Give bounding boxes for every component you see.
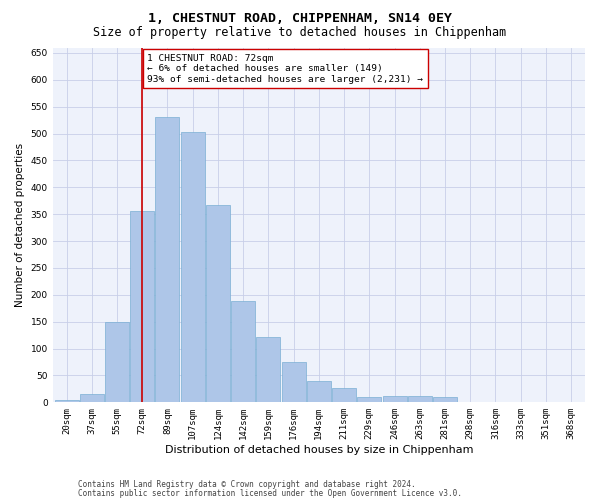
Bar [181,132,205,402]
Bar [408,396,432,402]
Text: Contains HM Land Registry data © Crown copyright and database right 2024.: Contains HM Land Registry data © Crown c… [78,480,416,489]
Text: Size of property relative to detached houses in Chippenham: Size of property relative to detached ho… [94,26,506,39]
Bar [256,336,280,402]
Bar [433,397,457,402]
Bar [231,302,255,402]
Y-axis label: Number of detached properties: Number of detached properties [15,143,25,307]
Bar [206,205,230,402]
Bar [130,212,154,402]
Bar [155,118,179,403]
Bar [55,400,79,402]
Bar [105,322,129,402]
Text: 1, CHESTNUT ROAD, CHIPPENHAM, SN14 0EY: 1, CHESTNUT ROAD, CHIPPENHAM, SN14 0EY [148,12,452,26]
Bar [332,388,356,402]
Bar [383,396,407,402]
Bar [307,381,331,402]
Text: Contains public sector information licensed under the Open Government Licence v3: Contains public sector information licen… [78,488,462,498]
Bar [281,362,305,403]
Text: 1 CHESTNUT ROAD: 72sqm
← 6% of detached houses are smaller (149)
93% of semi-det: 1 CHESTNUT ROAD: 72sqm ← 6% of detached … [147,54,423,84]
X-axis label: Distribution of detached houses by size in Chippenham: Distribution of detached houses by size … [164,445,473,455]
Bar [358,397,381,402]
Bar [80,394,104,402]
